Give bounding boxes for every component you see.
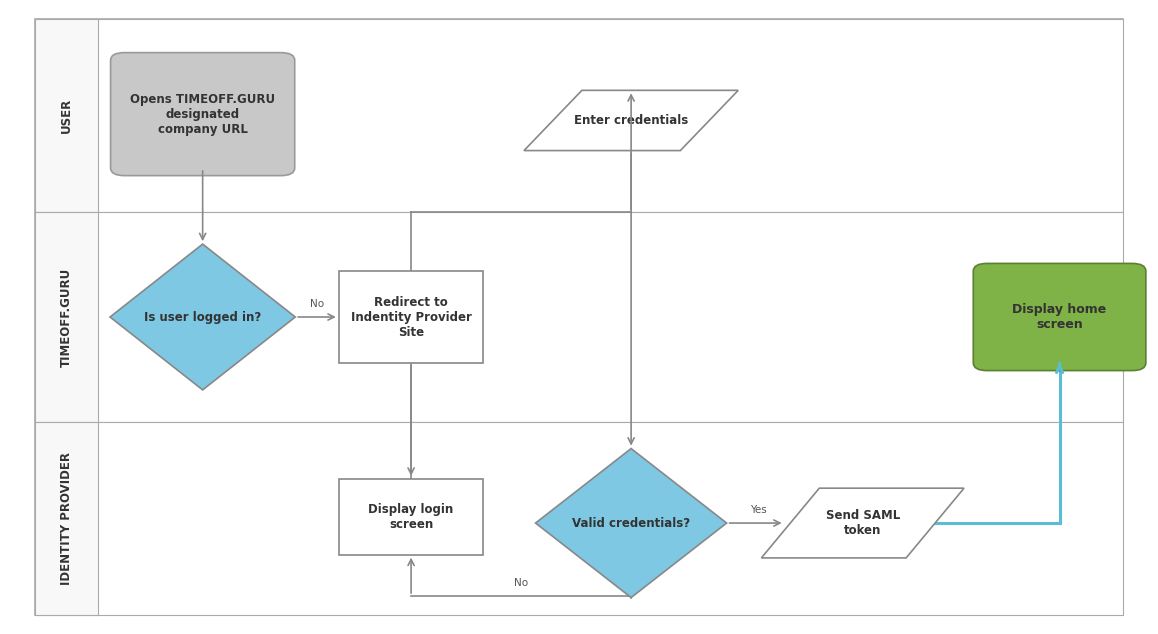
Bar — [35, 212, 1123, 422]
FancyBboxPatch shape — [973, 264, 1146, 370]
Text: Enter credentials: Enter credentials — [574, 114, 688, 127]
Text: No: No — [310, 299, 324, 309]
Bar — [338, 479, 484, 555]
Text: Yes: Yes — [750, 505, 767, 515]
Text: IDENTITY PROVIDER: IDENTITY PROVIDER — [60, 452, 73, 585]
Text: Display home
screen: Display home screen — [1012, 303, 1107, 331]
Text: USER: USER — [60, 98, 73, 133]
Polygon shape — [762, 488, 963, 558]
Text: Redirect to
Indentity Provider
Site: Redirect to Indentity Provider Site — [351, 295, 471, 339]
Text: TIMEOFF.GURU: TIMEOFF.GURU — [60, 268, 73, 366]
Bar — [35, 422, 98, 615]
Bar — [338, 271, 484, 363]
Bar — [35, 19, 1123, 212]
Text: Is user logged in?: Is user logged in? — [144, 311, 262, 323]
Text: Opens TIMEOFF.GURU
designated
company URL: Opens TIMEOFF.GURU designated company UR… — [130, 93, 276, 136]
Bar — [35, 422, 1123, 615]
Text: Send SAML
token: Send SAML token — [826, 509, 900, 537]
Text: Display login
screen: Display login screen — [368, 503, 454, 531]
Polygon shape — [110, 244, 295, 390]
Text: Valid credentials?: Valid credentials? — [572, 517, 690, 529]
Text: No: No — [514, 578, 528, 588]
Bar — [35, 19, 98, 212]
FancyBboxPatch shape — [110, 53, 294, 176]
Bar — [35, 212, 98, 422]
Polygon shape — [523, 91, 739, 150]
Polygon shape — [535, 449, 727, 597]
